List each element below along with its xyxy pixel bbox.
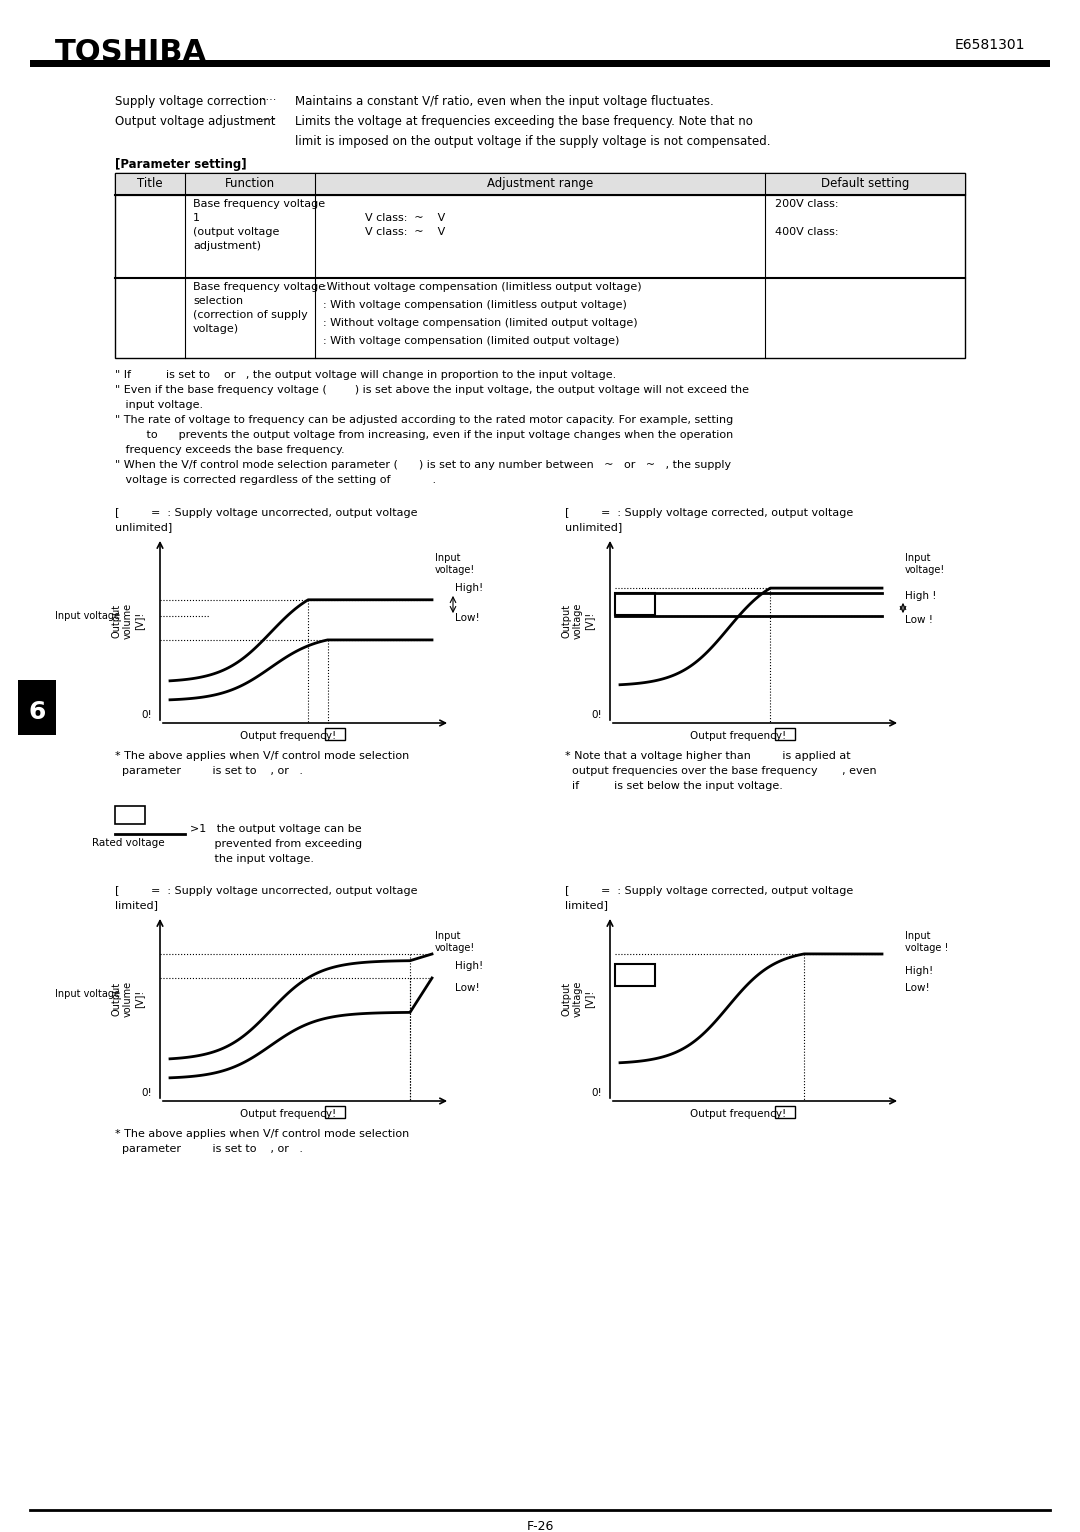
Bar <box>775 1106 795 1118</box>
Text: Input voltage: Input voltage <box>55 611 120 620</box>
Text: V class:  ~    V: V class: ~ V <box>365 227 445 237</box>
Text: * Note that a voltage higher than         is applied at: * Note that a voltage higher than is app… <box>565 751 851 761</box>
Text: (correction of supply: (correction of supply <box>193 309 308 320</box>
Text: Output frequency!: Output frequency! <box>690 1109 786 1118</box>
Text: " If          is set to    or   , the output voltage will change in proportion t: " If is set to or , the output voltage w… <box>114 371 617 380</box>
Text: * The above applies when V/f control mode selection: * The above applies when V/f control mod… <box>114 1129 409 1138</box>
Text: Output
voltage
[V]!: Output voltage [V]! <box>562 980 595 1017</box>
Text: : With voltage compensation (limited output voltage): : With voltage compensation (limited out… <box>323 336 619 346</box>
Text: ·······: ······· <box>252 95 278 106</box>
Text: unlimited]: unlimited] <box>114 522 172 532</box>
Text: Output frequency!: Output frequency! <box>690 731 786 741</box>
Text: adjustment): adjustment) <box>193 241 261 251</box>
Text: Function: Function <box>225 178 275 190</box>
Text: voltage): voltage) <box>193 323 239 334</box>
Text: the input voltage.: the input voltage. <box>190 853 314 864</box>
Text: Limits the voltage at frequencies exceeding the base frequency. Note that no: Limits the voltage at frequencies exceed… <box>295 115 753 129</box>
Text: parameter         is set to    , or   .: parameter is set to , or . <box>114 766 303 777</box>
Text: Adjustment range: Adjustment range <box>487 178 593 190</box>
Text: Rated voltage: Rated voltage <box>92 838 164 849</box>
Text: 0!: 0! <box>141 709 152 720</box>
Bar <box>30 60 1050 67</box>
Text: frequency exceeds the base frequency.: frequency exceeds the base frequency. <box>114 444 345 455</box>
Bar <box>615 593 654 614</box>
Bar <box>325 728 345 740</box>
Text: Low!: Low! <box>905 984 930 993</box>
Text: Low!: Low! <box>455 984 480 993</box>
Text: 400V class:: 400V class: <box>775 227 838 237</box>
Text: unlimited]: unlimited] <box>565 522 622 532</box>
Text: [         =  : Supply voltage corrected, output voltage: [ = : Supply voltage corrected, output v… <box>565 509 853 518</box>
Text: " Even if the base frequency voltage (        ) is set above the input voltage, : " Even if the base frequency voltage ( )… <box>114 385 750 395</box>
Text: selection: selection <box>193 296 243 306</box>
Text: Low!: Low! <box>455 613 480 624</box>
Text: Input
voltage !: Input voltage ! <box>905 931 948 953</box>
Text: [         =  : Supply voltage uncorrected, output voltage: [ = : Supply voltage uncorrected, output… <box>114 885 418 896</box>
Text: 0!: 0! <box>591 1088 602 1098</box>
Text: [Parameter setting]: [Parameter setting] <box>114 158 246 172</box>
Text: limit is imposed on the output voltage if the supply voltage is not compensated.: limit is imposed on the output voltage i… <box>295 135 770 149</box>
Text: Output frequency!: Output frequency! <box>240 1109 336 1118</box>
Text: Default setting: Default setting <box>821 178 909 190</box>
Text: " The rate of voltage to frequency can be adjusted according to the rated motor : " The rate of voltage to frequency can b… <box>114 415 733 424</box>
Text: : Without voltage compensation (limited output voltage): : Without voltage compensation (limited … <box>323 319 637 328</box>
Text: F-26: F-26 <box>526 1520 554 1532</box>
Text: Input voltage: Input voltage <box>55 988 120 999</box>
Text: Output
voltage
[V]!: Output voltage [V]! <box>562 602 595 639</box>
Text: V class:  ~    V: V class: ~ V <box>365 213 445 224</box>
Bar <box>114 806 145 824</box>
Text: Title: Title <box>137 178 163 190</box>
Text: Input
voltage!: Input voltage! <box>435 553 475 574</box>
Text: parameter         is set to    , or   .: parameter is set to , or . <box>114 1144 303 1154</box>
Bar <box>114 173 966 358</box>
Text: " When the V/f control mode selection parameter (      ) is set to any number be: " When the V/f control mode selection pa… <box>114 460 731 470</box>
Text: if          is set below the input voltage.: if is set below the input voltage. <box>565 781 783 791</box>
Text: [         =  : Supply voltage corrected, output voltage: [ = : Supply voltage corrected, output v… <box>565 885 853 896</box>
Text: Output frequency!: Output frequency! <box>240 731 336 741</box>
Text: >1   the output voltage can be: >1 the output voltage can be <box>190 824 362 833</box>
Text: 0!: 0! <box>141 1088 152 1098</box>
Text: 0!: 0! <box>591 709 602 720</box>
Text: Base frequency voltage: Base frequency voltage <box>193 199 325 208</box>
Text: voltage is corrected regardless of the setting of            .: voltage is corrected regardless of the s… <box>114 475 436 486</box>
Text: 1: 1 <box>193 213 200 224</box>
Text: E6581301: E6581301 <box>955 38 1025 52</box>
Text: ······: ······ <box>255 115 276 126</box>
Text: limited]: limited] <box>114 899 158 910</box>
Text: Output voltage adjustment: Output voltage adjustment <box>114 115 275 129</box>
Text: limited]: limited] <box>565 899 608 910</box>
Bar <box>114 173 966 195</box>
Text: Low !: Low ! <box>905 614 933 625</box>
Text: Base frequency voltage: Base frequency voltage <box>193 282 325 293</box>
Text: High!: High! <box>455 961 483 971</box>
Text: * The above applies when V/f control mode selection: * The above applies when V/f control mod… <box>114 751 409 761</box>
Text: 200V class:: 200V class: <box>775 199 838 208</box>
Text: High !: High ! <box>905 591 936 601</box>
Text: prevented from exceeding: prevented from exceeding <box>190 840 362 849</box>
Text: input voltage.: input voltage. <box>114 400 203 411</box>
Bar <box>18 680 56 735</box>
Bar <box>775 728 795 740</box>
Text: to      prevents the output voltage from increasing, even if the input voltage c: to prevents the output voltage from incr… <box>114 430 733 440</box>
Text: 6: 6 <box>28 700 45 725</box>
Text: High!: High! <box>455 584 483 593</box>
Text: :Without voltage compensation (limitless output voltage): :Without voltage compensation (limitless… <box>323 282 642 293</box>
Text: Input
voltage!: Input voltage! <box>905 553 945 574</box>
Text: (output voltage: (output voltage <box>193 227 280 237</box>
Text: TOSHIBA: TOSHIBA <box>55 38 207 67</box>
Text: Maintains a constant V/f ratio, even when the input voltage fluctuates.: Maintains a constant V/f ratio, even whe… <box>295 95 714 107</box>
Text: Output
volume
[V]!: Output volume [V]! <box>111 602 145 639</box>
Bar <box>615 964 654 987</box>
Bar <box>325 1106 345 1118</box>
Text: Input
voltage!: Input voltage! <box>435 931 475 953</box>
Text: Supply voltage correction: Supply voltage correction <box>114 95 267 107</box>
Text: [         =  : Supply voltage uncorrected, output voltage: [ = : Supply voltage uncorrected, output… <box>114 509 418 518</box>
Text: output frequencies over the base frequency       , even: output frequencies over the base frequen… <box>565 766 877 777</box>
Text: High!: High! <box>905 967 933 976</box>
Text: : With voltage compensation (limitless output voltage): : With voltage compensation (limitless o… <box>323 300 626 309</box>
Text: Output
volume
[V]!: Output volume [V]! <box>111 980 145 1017</box>
